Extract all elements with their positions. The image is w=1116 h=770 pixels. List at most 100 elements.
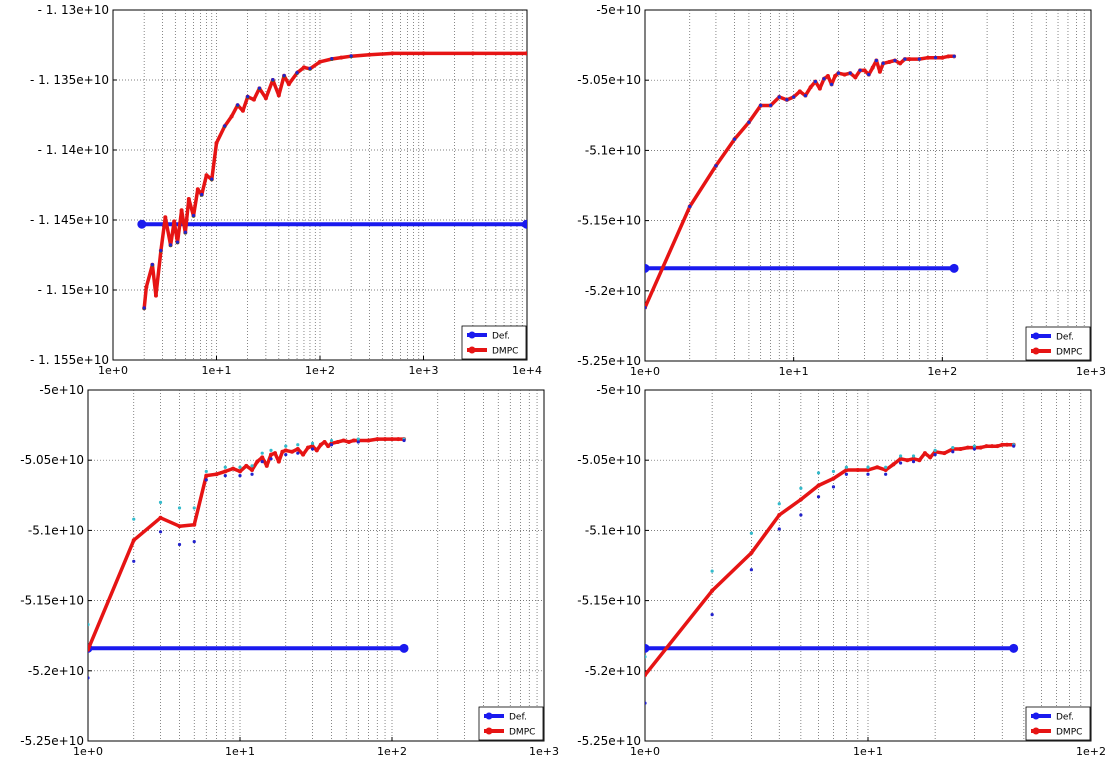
series-marker [244, 463, 249, 468]
series-marker [825, 73, 830, 78]
series-marker [251, 97, 256, 102]
scatter-point [310, 441, 315, 445]
plot-frame [87, 389, 545, 742]
scatter-point [246, 94, 250, 99]
scatter-point [874, 58, 878, 63]
series-marker [383, 437, 388, 442]
series-marker [817, 86, 822, 91]
series-marker [798, 497, 803, 502]
x-tick-label: 1e+2 [927, 365, 957, 378]
series-marker [223, 469, 228, 474]
series-marker [853, 75, 858, 80]
scatter-point [688, 204, 692, 209]
series-marker [144, 285, 149, 290]
scatter-point [759, 103, 763, 107]
series-marker [326, 444, 331, 449]
legend-label: DMPC [1056, 728, 1082, 738]
scatter-point [813, 79, 817, 84]
series-marker [808, 85, 813, 90]
series-marker [911, 456, 916, 461]
series-marker [1000, 442, 1005, 447]
series-marker [263, 96, 268, 101]
y-tick-label: -5.25e+10 [577, 354, 641, 368]
scatter-point [158, 500, 163, 504]
series-marker [842, 72, 847, 77]
scatter-point [714, 164, 718, 168]
series-marker [137, 219, 147, 229]
legend-label: Def. [1056, 333, 1074, 343]
x-tick-label: 1e+2 [1076, 745, 1106, 758]
series-marker [231, 466, 236, 471]
scatter-point [257, 86, 262, 90]
scatter-point [132, 559, 136, 563]
series-marker [153, 293, 158, 298]
scatter-point [238, 465, 242, 469]
legend-label: Def. [492, 332, 510, 342]
series-marker [875, 465, 880, 470]
y-tick-label: -5e+10 [596, 3, 641, 17]
scatter-point [191, 213, 196, 218]
scatter-point [911, 460, 916, 464]
legend-marker [1032, 332, 1040, 340]
scatter-point [356, 440, 360, 444]
y-tick-label: -5.1e+10 [585, 143, 641, 157]
series-marker [322, 439, 327, 444]
legend-marker [485, 727, 493, 735]
plot-frame [644, 389, 1092, 742]
legend-marker [468, 346, 476, 354]
series-marker [925, 55, 930, 60]
y-tick-label: -5e+10 [39, 383, 84, 397]
scatter-point [177, 506, 182, 510]
scatter-point [844, 472, 848, 476]
series-marker [351, 438, 356, 443]
series-marker [214, 141, 219, 145]
x-tick-label: 1e+4 [512, 364, 542, 377]
scatter-point [933, 448, 937, 452]
scatter-point [898, 454, 903, 458]
scatter-point [329, 438, 334, 443]
series-marker [958, 446, 963, 451]
series-marker [898, 61, 903, 66]
legend: Def. DMPC [1025, 706, 1091, 741]
legend-label: Def. [509, 713, 527, 723]
series-marker [645, 643, 650, 653]
series-marker [310, 444, 315, 449]
scatter-point [749, 568, 753, 572]
x-tick-label: 1e+3 [1076, 365, 1106, 378]
series-marker [645, 263, 650, 273]
scatter-point [204, 478, 208, 482]
scatter-point [158, 530, 163, 534]
scatter-point [284, 452, 288, 457]
series-marker [295, 446, 300, 451]
scatter-point [295, 71, 299, 75]
scatter-point [250, 472, 254, 476]
y-tick-label: -5.25e+10 [577, 734, 641, 748]
series-marker [346, 439, 351, 444]
x-tick-label: 1e+1 [202, 364, 232, 377]
legend-marker [468, 331, 476, 339]
series-marker [240, 108, 245, 113]
scatter-point [330, 57, 334, 61]
y-tick-label: -5.1e+10 [585, 523, 641, 537]
scatter-point [250, 464, 254, 468]
chart-2: -5e+10 -5.05e+10 -5.1e+10 -5.15e+10 -5.2e+10… [577, 3, 1106, 378]
series-marker [816, 483, 821, 488]
scatter-point [816, 495, 821, 499]
scatter-point [284, 444, 288, 448]
scatter-point [858, 68, 862, 72]
legend: Def. DMPC [1025, 326, 1091, 361]
scatter-point [260, 451, 264, 455]
scatter-point [132, 517, 136, 521]
scatter-point [1012, 444, 1016, 448]
series-marker [390, 437, 394, 442]
series-marker [280, 449, 285, 454]
series-marker [305, 445, 310, 450]
series-marker [995, 444, 1000, 449]
series-marker [990, 444, 995, 449]
series-marker [470, 51, 475, 56]
series-marker [421, 51, 426, 56]
scatter-point [177, 542, 182, 547]
series-marker [898, 456, 903, 461]
legend-box [478, 706, 544, 741]
